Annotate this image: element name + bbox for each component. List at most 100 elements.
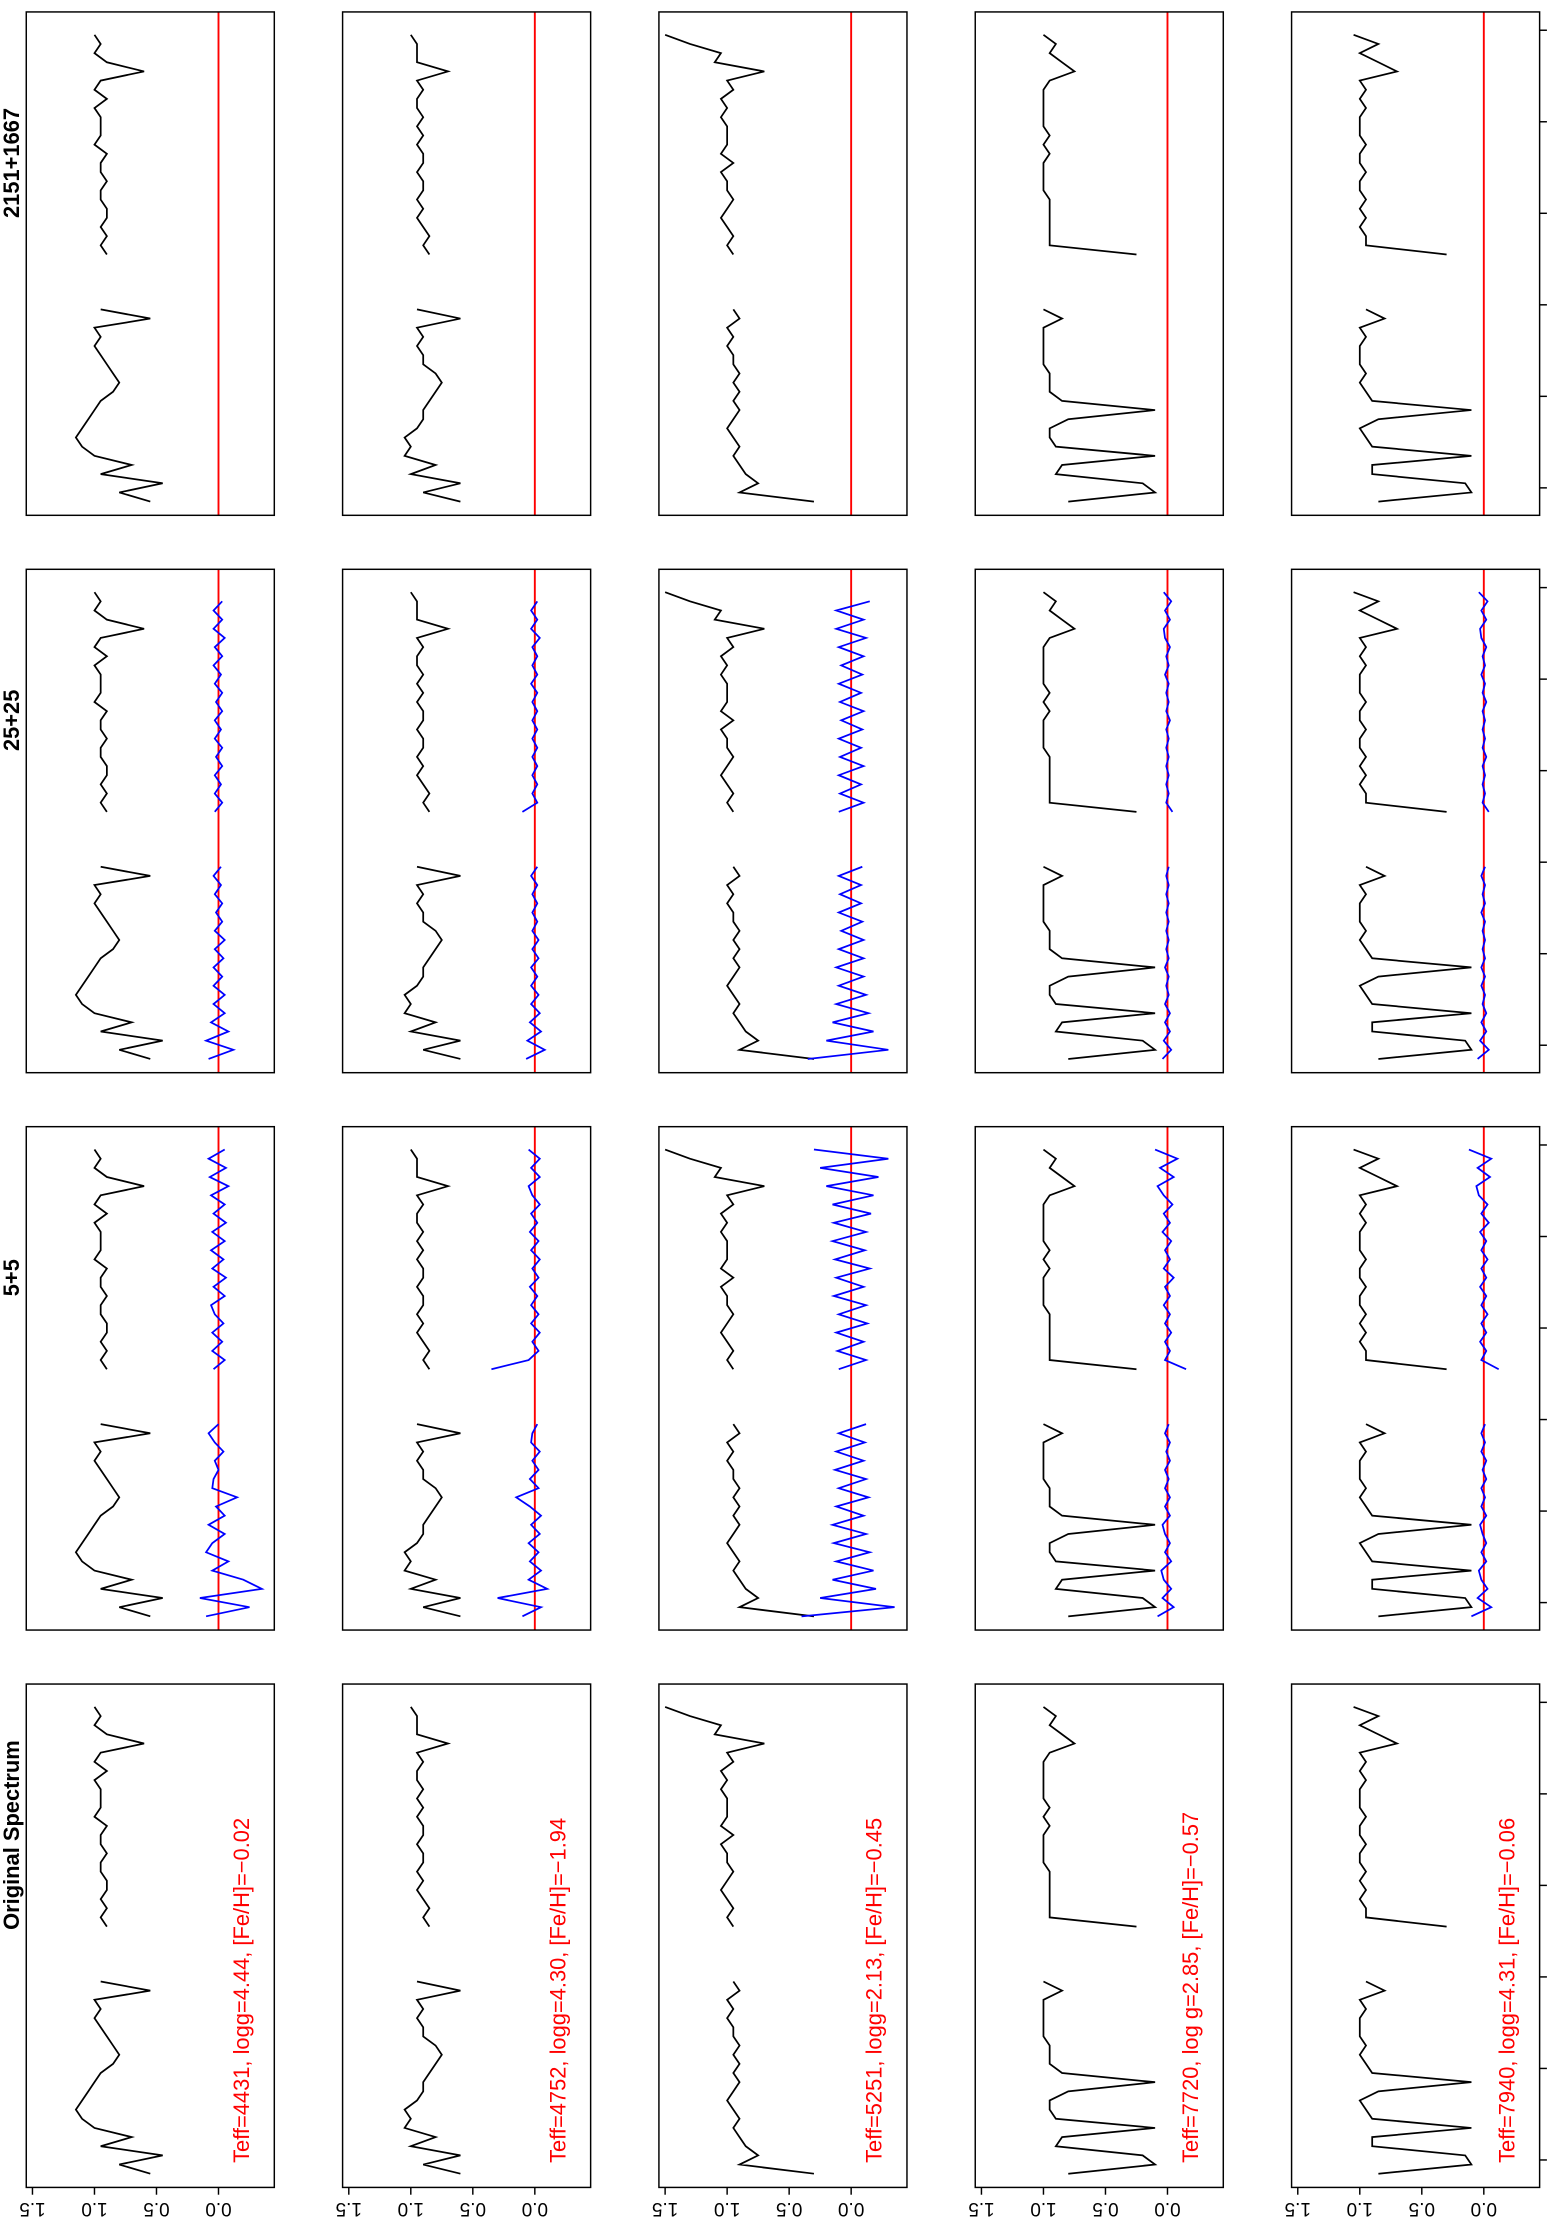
spectrum-line: [403, 1706, 461, 2175]
plot-area: [664, 1706, 815, 2175]
y-tick-label: 1.0: [1030, 2198, 1056, 2219]
y-tick-label: 1.5: [19, 2198, 45, 2219]
star-label: Teff=4431, logg=4.44, [Fe/H]=−0.02: [229, 1818, 254, 2163]
panel-title: 5+5: [0, 1259, 24, 1296]
spectrum-line: [1353, 1706, 1473, 2175]
y-tick-label: 1.0: [714, 2198, 740, 2219]
panel-frame: [341, 1125, 592, 1631]
panel-frame: [341, 1683, 592, 2189]
y-tick-label: 1.5: [1285, 2198, 1311, 2219]
panel-frame: [341, 568, 592, 1074]
spectrum-line: [74, 34, 163, 503]
panel: 400050006000700080009000: [1290, 1125, 1547, 1631]
panel-frame: [25, 1683, 276, 2189]
residual-line: [491, 1148, 550, 1618]
plot-area: [1353, 1126, 1500, 1631]
panel-frame: [974, 568, 1225, 1074]
residual-line: [521, 600, 547, 1060]
plot-area: [1353, 569, 1491, 1073]
panel: Teff=7720, log g=2.85, [Fe/H]=−0.57 0.0 0.…: [968, 1683, 1225, 2219]
panel: [341, 568, 592, 1074]
spectrum-line: [1042, 34, 1158, 503]
star-label: Teff=7940, logg=4.31, [Fe/H]=−0.06: [1494, 1818, 1519, 2163]
panel: [974, 568, 1225, 1074]
panel: [341, 11, 592, 517]
panel: [658, 1125, 908, 1631]
panel-frame: [1290, 1125, 1541, 1631]
panel-frame: [658, 1683, 908, 2189]
y-tick-label: 1.0: [398, 2198, 424, 2219]
y-tick-label: 1.5: [652, 2198, 678, 2219]
residual-line: [199, 1148, 265, 1618]
panel: [25, 568, 276, 1074]
spectrum-line: [664, 33, 815, 503]
spectrum-line: [403, 591, 461, 1060]
panel: Teff=4752, logg=4.30, [Fe/H]=−1.94 0.0 0.5…: [336, 1683, 592, 2219]
panel-frame: [658, 11, 908, 517]
panel: [974, 11, 1225, 517]
panel-frame: [1290, 568, 1541, 1074]
residual-line: [1477, 591, 1491, 1060]
spectrum-line: [74, 591, 163, 1060]
spectrum-line: [74, 1706, 163, 2175]
panel-frame: [974, 1125, 1225, 1631]
plot-area: [74, 1126, 265, 1631]
panel: [974, 1125, 1225, 1631]
star-label: Teff=5251, logg=2.13, [Fe/H]=−0.45: [862, 1818, 887, 2163]
residual-line: [1154, 1148, 1187, 1618]
residual-line: [203, 600, 237, 1060]
figure: Original Spectrum Teff=4431, logg=4.44, […: [0, 11, 1547, 2219]
star-label: Teff=7720, log g=2.85, [Fe/H]=−0.57: [1178, 1812, 1203, 2163]
y-tick-label: 1.0: [1347, 2198, 1373, 2219]
spectrum-line: [74, 1149, 163, 1618]
plot-area: [403, 569, 547, 1073]
residual-line: [1161, 591, 1174, 1060]
panel-title: 2151+1667: [0, 108, 24, 218]
plot-area: [1042, 1126, 1187, 1631]
panel: [25, 11, 276, 517]
residual-line: [807, 600, 889, 1060]
y-tick-label: 0.5: [776, 2198, 802, 2219]
y-tick-label: 0.0: [205, 2198, 231, 2219]
y-tick-label: 0.5: [1409, 2198, 1435, 2219]
plot-area: [664, 1126, 895, 1631]
panel-title: 25+25: [0, 690, 24, 751]
spectrum-line: [664, 1148, 815, 1618]
y-tick-label: 0.0: [1471, 2198, 1497, 2219]
residual-line: [801, 1148, 895, 1618]
spectrum-line: [664, 591, 815, 1060]
plot-area: [74, 1706, 163, 2175]
panel: [658, 568, 908, 1074]
panel: 400050006000700080009000: [1290, 11, 1547, 517]
panel-frame: [658, 1125, 908, 1631]
spectrum-line: [1042, 591, 1158, 1060]
plot-area: [403, 1126, 550, 1631]
plot-area: [1353, 11, 1485, 516]
y-tick-label: 1.0: [81, 2198, 107, 2219]
panel-title: Original Spectrum: [0, 1740, 24, 1930]
star-label: Teff=4752, logg=4.30, [Fe/H]=−1.94: [545, 1818, 570, 2163]
panel-frame: [25, 568, 276, 1074]
panel-frame: [974, 1683, 1225, 2189]
y-tick-label: 0.5: [460, 2198, 486, 2219]
panel: [341, 1125, 592, 1631]
panel-frame: [1290, 1683, 1541, 2189]
plot-area: [74, 11, 220, 516]
plot-area: [1042, 11, 1169, 516]
spectrum-line: [1042, 1148, 1158, 1618]
y-tick-label: 1.5: [968, 2198, 994, 2219]
spectrum-line: [1353, 591, 1473, 1060]
panel-frame: [25, 1125, 276, 1631]
panel: 400050006000700080009000: [1290, 568, 1547, 1074]
panel: Teff=4431, logg=4.44, [Fe/H]=−0.02 0.0 0.5…: [19, 1683, 276, 2219]
spectrum-line: [1353, 1148, 1473, 1618]
plot-area: [664, 569, 889, 1073]
plot-area: [403, 1706, 461, 2175]
spectrum-line: [403, 1149, 461, 1618]
panel-frame: [658, 568, 908, 1074]
spectrum-line: [403, 34, 461, 503]
y-tick-label: 1.5: [336, 2198, 362, 2219]
